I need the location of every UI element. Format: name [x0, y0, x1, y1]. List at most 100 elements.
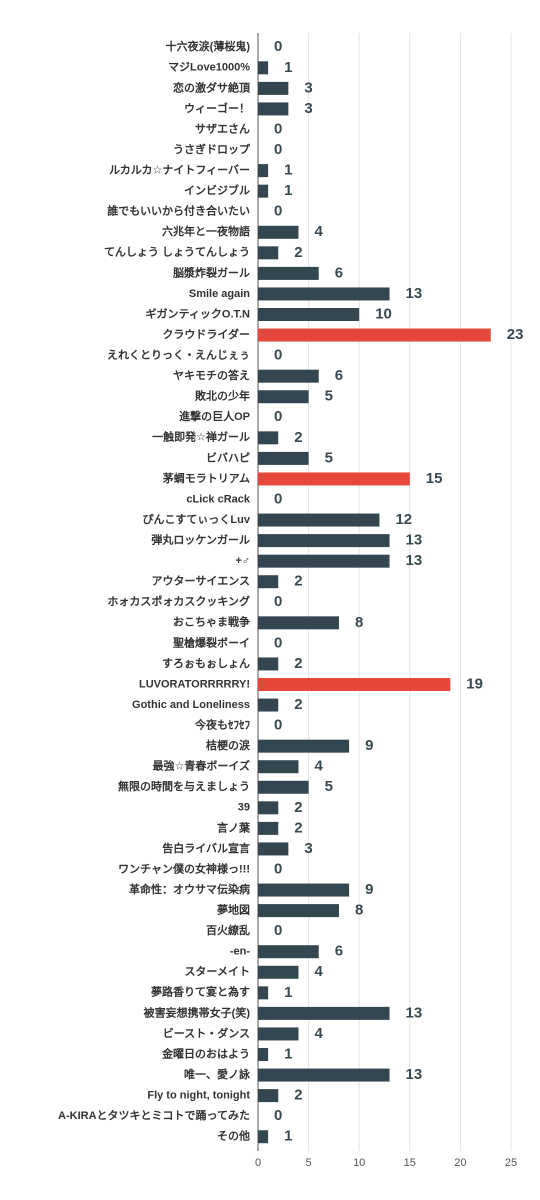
category-label: 唯一、愛ノ詠: [184, 1067, 251, 1081]
bar: [258, 308, 360, 321]
value-label: 4: [314, 223, 323, 240]
value-label: 1: [284, 984, 292, 1001]
value-label: 19: [466, 675, 483, 692]
bar: [258, 554, 390, 568]
value-label: 5: [325, 449, 333, 466]
category-label: 桔梗の涙: [206, 738, 250, 752]
category-label: 革命性：オウサマ伝染病: [129, 882, 250, 896]
category-label: 十六夜涙(薄桜鬼): [166, 39, 251, 53]
category-label: ぴんこすてぃっくLuv: [143, 513, 251, 526]
bar: [258, 842, 289, 856]
value-label: 0: [274, 408, 282, 425]
value-label: 0: [274, 860, 282, 877]
category-label: 無限の時間を与えましょう: [118, 779, 250, 793]
bar: [258, 328, 491, 342]
value-label: 9: [365, 881, 373, 898]
value-label: 4: [314, 758, 323, 775]
value-label: 0: [274, 593, 282, 610]
bar: [258, 616, 339, 630]
category-label: ルカルカ☆ナイトフィーバー: [109, 164, 250, 177]
category-label: ホォカスポォカスクッキング: [107, 594, 250, 608]
x-tick-label: 20: [454, 1157, 466, 1169]
value-label: 0: [274, 490, 282, 507]
x-tick-label: 15: [404, 1157, 416, 1169]
value-label: 3: [304, 79, 312, 96]
category-label: マジLove1000%: [168, 61, 250, 74]
bar: [258, 184, 269, 198]
value-label: 2: [294, 573, 302, 590]
bar: [258, 1027, 299, 1041]
value-label: 1: [284, 162, 292, 179]
category-label: アウターサイエンス: [152, 575, 250, 588]
category-label: インビジブル: [184, 183, 250, 197]
bar: [258, 760, 299, 774]
bar: [258, 739, 350, 753]
value-label: 0: [274, 347, 282, 364]
value-label: 4: [314, 963, 323, 980]
category-label: 告白ライバル宣言: [162, 841, 250, 855]
bar: [258, 81, 289, 95]
value-label: 8: [355, 614, 363, 631]
value-label: 2: [294, 819, 302, 836]
bar: [258, 534, 390, 548]
category-label: 一触即発☆禅ガール: [152, 430, 250, 444]
category-label: ビースト・ダンス: [163, 1026, 250, 1040]
category-label: Smile again: [189, 288, 250, 300]
value-label: 13: [406, 552, 423, 569]
bar: [258, 1048, 269, 1061]
bar: [258, 945, 319, 959]
bar: [258, 390, 309, 404]
category-label: クラウドライダー: [162, 327, 250, 341]
bar: [258, 883, 350, 897]
value-label: 5: [325, 778, 333, 795]
category-label: 敗北の少年: [195, 389, 250, 403]
bar: [258, 102, 289, 116]
bar: [258, 431, 279, 445]
category-label: ヤキモチの答え: [173, 368, 250, 382]
value-label: 1: [284, 1128, 292, 1145]
category-label: えれくとりっく・えんじぇぅ: [107, 349, 250, 362]
value-label: 8: [355, 902, 363, 919]
bar: [258, 1068, 390, 1082]
value-label: 0: [274, 141, 282, 158]
category-label: 言ノ葉: [217, 820, 251, 834]
category-label: 恋の激ダサ絶頂: [173, 80, 251, 94]
bar: [258, 801, 279, 815]
bar: [258, 451, 309, 465]
value-label: 0: [274, 1107, 282, 1124]
bar: [258, 965, 299, 979]
category-label: -en-: [230, 946, 251, 958]
value-label: 13: [406, 1004, 423, 1021]
x-tick-label: 10: [353, 1157, 365, 1169]
category-label: 今夜もｾﾌｾﾌ: [194, 718, 250, 732]
value-label: 13: [406, 532, 423, 549]
value-label: 1: [284, 1045, 292, 1062]
bar: [258, 904, 339, 918]
value-label: 15: [426, 470, 443, 487]
value-label: 0: [274, 120, 282, 137]
value-label: 6: [335, 264, 343, 281]
bar: [258, 61, 269, 75]
bar: [258, 369, 319, 383]
bar: [258, 821, 279, 835]
value-label: 0: [274, 203, 282, 220]
category-label: サザエさん: [195, 122, 250, 135]
category-label: ウィーゴー！: [184, 101, 250, 115]
value-label: 2: [294, 429, 302, 446]
category-label: 進撃の巨人OP: [179, 409, 250, 423]
value-label: 5: [325, 388, 333, 405]
category-label: LUVORATORRRRRY!: [139, 678, 250, 690]
category-label: 39: [238, 802, 250, 814]
value-label: 12: [395, 511, 412, 528]
category-label: 弾丸ロッケンガール: [151, 533, 250, 547]
value-label: 23: [507, 326, 524, 343]
bar: [258, 287, 390, 301]
x-tick-label: 0: [255, 1157, 261, 1169]
x-tick-label: 5: [306, 1157, 312, 1169]
category-label: ギガンティックO.T.N: [146, 306, 251, 320]
value-label: 2: [294, 696, 302, 713]
bar: [258, 472, 410, 486]
value-label: 13: [406, 1066, 423, 1083]
bar: [258, 698, 279, 712]
